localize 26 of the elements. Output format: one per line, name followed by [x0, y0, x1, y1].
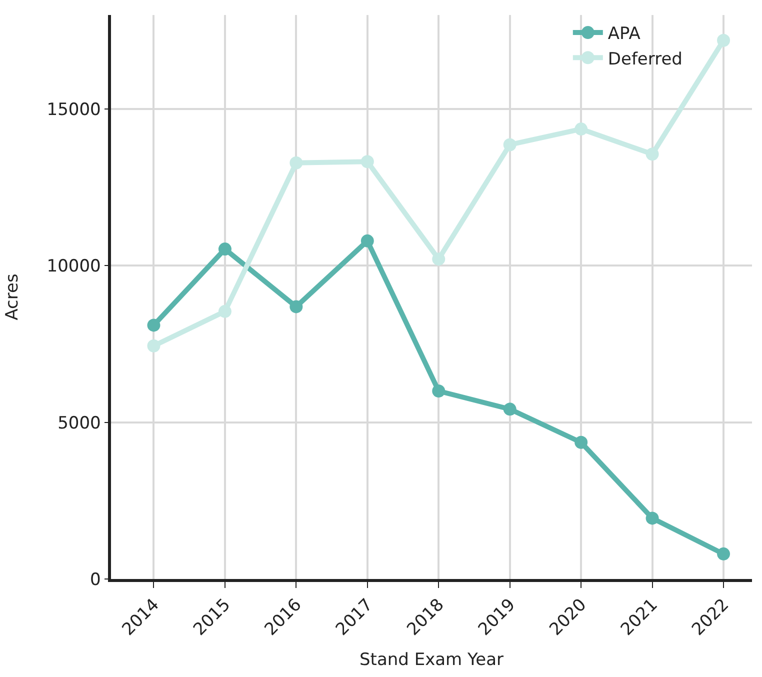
- point: [574, 122, 588, 136]
- point: [503, 138, 516, 152]
- point: [360, 155, 374, 168]
- y-tick-label: 0: [90, 570, 101, 590]
- point: [290, 300, 303, 314]
- point: [218, 304, 232, 318]
- point: [717, 34, 730, 47]
- y-tick-label: 10000: [46, 256, 101, 277]
- x-axis-title: Stand Exam Year: [359, 650, 504, 670]
- point: [147, 318, 160, 332]
- point: [646, 512, 659, 525]
- y-tick-label: 15000: [46, 100, 101, 120]
- point: [147, 339, 160, 352]
- y-tick-label: 5000: [58, 413, 101, 434]
- point: [218, 242, 232, 256]
- point: [646, 148, 659, 161]
- point: [574, 436, 588, 449]
- point: [503, 402, 516, 416]
- point: [717, 547, 730, 560]
- legend-label: Deferred: [608, 49, 682, 70]
- point: [432, 252, 446, 266]
- point: [290, 156, 303, 170]
- point: [360, 234, 374, 248]
- legend-label: APA: [608, 24, 641, 44]
- point: [432, 384, 446, 398]
- y-axis-title: Acres: [2, 274, 22, 320]
